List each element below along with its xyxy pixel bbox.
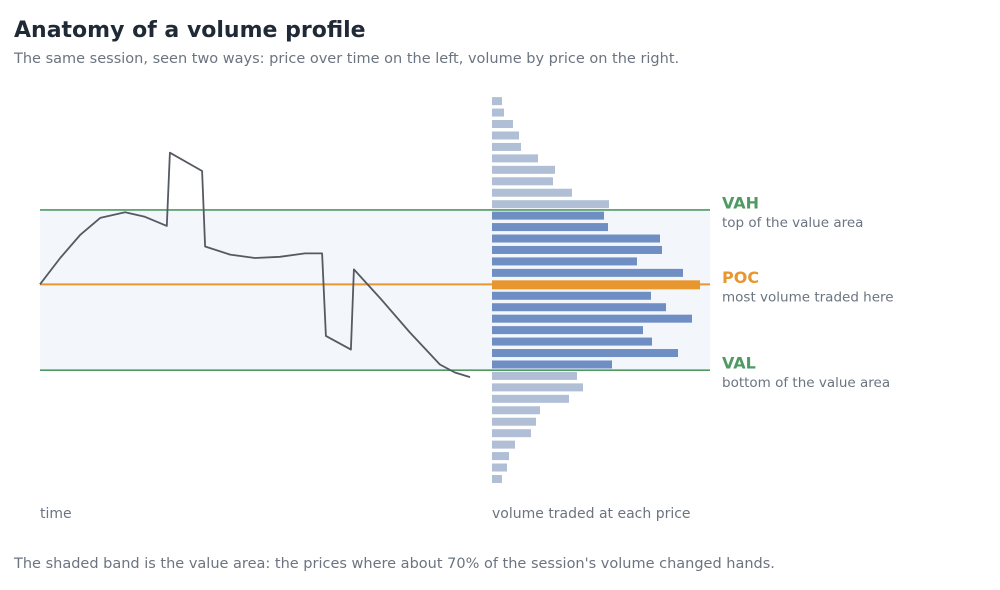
level-name: POC — [722, 268, 759, 287]
footnote: The shaded band is the value area: the p… — [13, 556, 775, 572]
volume-bar — [492, 326, 643, 335]
volume-bar — [492, 154, 538, 163]
volume-bar — [492, 268, 683, 277]
volume-bar — [492, 245, 662, 254]
volume-bar — [492, 200, 609, 209]
volume-bar — [492, 223, 608, 232]
volume-bar — [492, 337, 652, 346]
price-line — [39, 151, 471, 378]
x-label: time — [40, 506, 72, 522]
volume-bar — [492, 131, 519, 140]
level-note: bottom of the value area — [722, 375, 890, 391]
level-name: VAH — [722, 193, 759, 212]
volume-bar — [492, 108, 504, 117]
volume-bar — [492, 120, 513, 129]
chart-title: Anatomy of a volume profile — [14, 18, 366, 43]
volume-bar — [492, 463, 507, 472]
volume-bar — [492, 291, 651, 300]
subtitle: The same session, seen two ways: price o… — [13, 51, 679, 67]
level-name: VAL — [722, 354, 756, 373]
volume-bar — [492, 360, 612, 369]
volume-bar — [492, 211, 604, 220]
volume-bar — [492, 349, 678, 358]
volume-bar — [492, 177, 553, 186]
volume-bar — [492, 371, 577, 380]
volume-bar — [492, 406, 540, 415]
volume-bar — [492, 417, 536, 426]
volume-bar — [492, 452, 509, 461]
volume-bar — [492, 257, 637, 266]
volume-bar — [492, 303, 666, 312]
volume-bar — [492, 383, 583, 392]
volume-bar — [492, 188, 572, 197]
volume-bar — [492, 394, 569, 403]
volume-bar — [492, 234, 660, 243]
level-note: top of the value area — [722, 215, 863, 231]
level-note: most volume traded here — [722, 289, 894, 305]
volume-bar — [492, 314, 692, 323]
volume-bar — [492, 440, 515, 449]
value-area-band — [40, 209, 710, 371]
volume-label: volume traded at each price — [492, 506, 691, 522]
volume-bar — [492, 97, 502, 106]
volume-bar — [492, 429, 531, 438]
volume-bar — [492, 474, 502, 483]
volume-bar — [492, 142, 521, 151]
volume-bar — [492, 165, 555, 174]
